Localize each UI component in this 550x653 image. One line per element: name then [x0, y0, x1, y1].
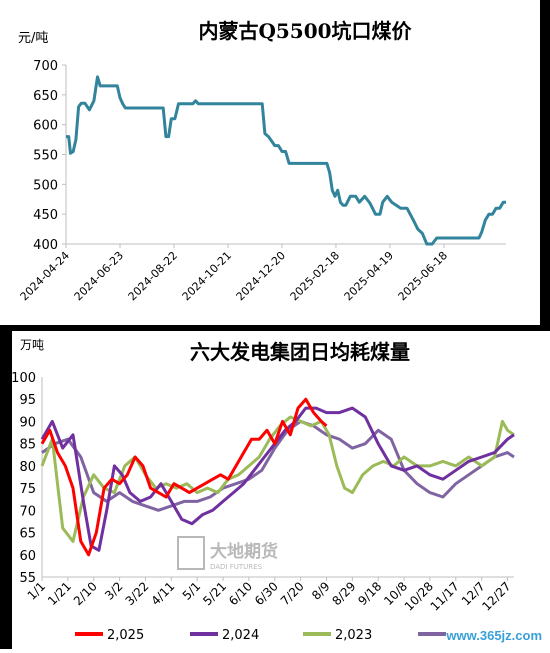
y-tick-label: 85 — [19, 438, 36, 453]
dadi-futures-logo: 大地期货 DADI FUTURES — [177, 536, 278, 571]
x-tick-label: 5/21 — [200, 579, 229, 608]
x-tick-label: 2/10 — [71, 579, 100, 608]
x-tick-label: 2025-06-18 — [396, 249, 450, 303]
series-line-unlabeled — [41, 419, 515, 512]
x-tick-label: 9/18 — [355, 579, 384, 608]
y-tick-label: 75 — [19, 482, 36, 497]
watermark: www.365jz.com — [446, 628, 542, 643]
x-tick-label: 12/27 — [479, 579, 513, 613]
y-tick-label: 600 — [33, 119, 58, 134]
y-tick-label: 650 — [33, 89, 58, 104]
series-line-coal-price — [66, 75, 506, 246]
x-tick-label: 8/29 — [330, 579, 359, 608]
x-tick-label: 3/22 — [123, 579, 152, 608]
chart-title: 内蒙古Q5500坑口煤价 — [198, 19, 412, 43]
y-tick-label: 400 — [33, 238, 58, 253]
x-tick-label: 2024-12-20 — [234, 249, 288, 303]
y-tick-label: 90 — [19, 415, 36, 430]
x-tick-label: 1/21 — [45, 579, 74, 608]
x-tick-label: 2024-06-23 — [72, 249, 126, 303]
consumption-chart-panel: 六大发电集团日均耗煤量 万吨 大地期货 DADI FUTURES 55 60 65 7… — [0, 325, 550, 649]
y-tick-label: 95 — [19, 393, 36, 408]
coal-price-chart: 内蒙古Q5500坑口煤价 元/吨 400 450 500 550 600 650 700 2… — [18, 19, 506, 303]
x-tick-label: 2024-10-21 — [180, 249, 234, 303]
x-tick-label: 11/17 — [428, 579, 462, 613]
consumption-chart: 六大发电集团日均耗煤量 万吨 大地期货 DADI FUTURES 55 60 65 7… — [11, 338, 515, 643]
x-tick-label: 6/30 — [252, 579, 281, 608]
border-bar — [540, 0, 550, 325]
y-tick-label: 500 — [33, 178, 58, 193]
y-tick-label: 80 — [19, 460, 36, 475]
y-tick-label: 550 — [33, 149, 58, 164]
x-tick-label: 7/20 — [278, 579, 307, 608]
y-tick-label: 700 — [33, 59, 58, 74]
x-tick-label: 4/11 — [148, 579, 177, 608]
legend-label: 2,024 — [222, 628, 259, 643]
x-tick-label: 2025-02-18 — [288, 249, 342, 303]
y-axis-label: 元/吨 — [18, 31, 48, 46]
legend-label: 2,025 — [107, 628, 144, 643]
chart-title: 六大发电集团日均耗煤量 — [190, 340, 410, 364]
series-line-2024 — [40, 406, 515, 552]
border-bar-left — [0, 325, 12, 649]
divider-bar — [0, 325, 550, 331]
x-tick-label: 6/10 — [226, 579, 255, 608]
x-tick-label: 2024-08-22 — [126, 249, 180, 303]
y-axis-label: 万吨 — [20, 338, 44, 352]
coal-price-chart-panel: 内蒙古Q5500坑口煤价 元/吨 400 450 500 550 600 650 700 2… — [0, 0, 550, 325]
y-tick-label: 70 — [19, 504, 36, 519]
logo-text: 大地期货 — [210, 541, 278, 562]
logo-subtext: DADI FUTURES — [210, 563, 263, 571]
y-tick-label: 100 — [11, 371, 36, 386]
x-tick-label: 2025-04-19 — [342, 249, 396, 303]
legend-label: 2,023 — [335, 628, 372, 643]
y-tick-label: 450 — [33, 208, 58, 223]
y-tick-label: 60 — [19, 549, 36, 564]
y-tick-label: 55 — [19, 571, 36, 586]
y-tick-label: 65 — [19, 527, 36, 542]
series-line-2025 — [40, 397, 328, 557]
x-tick-label: 2024-04-24 — [18, 249, 72, 303]
